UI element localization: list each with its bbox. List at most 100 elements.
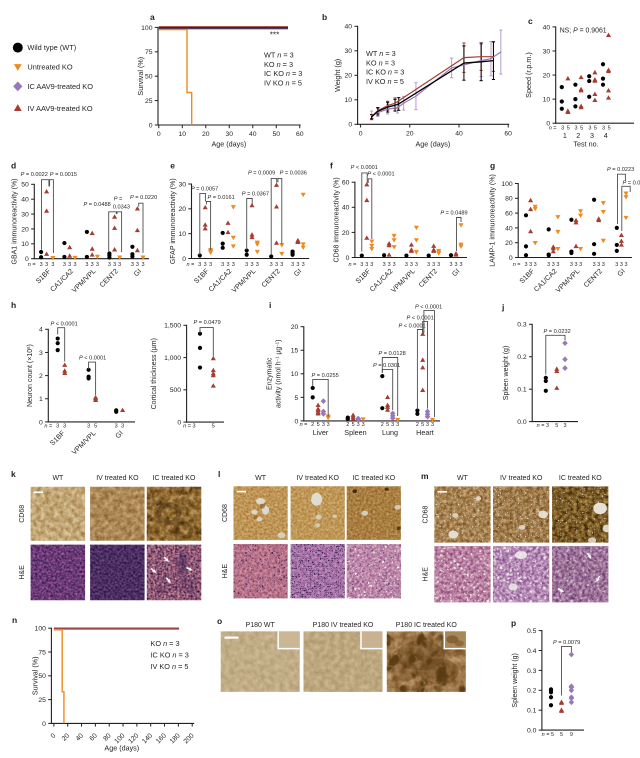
svg-text:3: 3 xyxy=(108,262,111,268)
svg-text:0: 0 xyxy=(39,419,43,426)
svg-text:GBA1 immunoreactivity (%): GBA1 immunoreactivity (%) xyxy=(11,179,18,265)
svg-text:g: g xyxy=(490,161,495,171)
svg-text:activity (nmol h−1 µg−1): activity (nmol h−1 µg−1) xyxy=(275,340,283,408)
svg-text:0: 0 xyxy=(295,418,299,425)
svg-text:P = 0.0367: P = 0.0367 xyxy=(242,191,269,197)
svg-text:CD68: CD68 xyxy=(423,505,430,523)
svg-text:3: 3 xyxy=(593,262,596,268)
svg-text:3: 3 xyxy=(574,262,577,268)
svg-text:0.2: 0.2 xyxy=(527,688,537,695)
svg-text:0: 0 xyxy=(149,122,153,129)
svg-text:3: 3 xyxy=(570,262,573,268)
svg-text:40: 40 xyxy=(543,24,551,31)
svg-text:3: 3 xyxy=(590,131,594,140)
svg-text:3: 3 xyxy=(615,262,618,268)
svg-text:60: 60 xyxy=(505,211,513,218)
svg-text:3: 3 xyxy=(602,126,605,132)
svg-text:25: 25 xyxy=(38,697,46,704)
svg-text:2: 2 xyxy=(381,422,384,428)
svg-text:3: 3 xyxy=(141,262,144,268)
svg-text:0.1: 0.1 xyxy=(517,387,527,394)
svg-text:GI: GI xyxy=(133,268,143,278)
svg-text:3: 3 xyxy=(529,262,532,268)
svg-text:LAMP-1 immunoreactivity (%): LAMP-1 immunoreactivity (%) xyxy=(490,174,497,267)
svg-text:P = 0.0015: P = 0.0015 xyxy=(50,172,77,178)
svg-text:3: 3 xyxy=(209,262,212,268)
svg-text:20: 20 xyxy=(21,226,29,233)
svg-text:5: 5 xyxy=(555,423,558,429)
svg-text:20: 20 xyxy=(202,131,210,138)
svg-text:30: 30 xyxy=(543,48,551,55)
svg-text:5: 5 xyxy=(317,422,320,428)
svg-text:P < 0.0001: P < 0.0001 xyxy=(415,305,442,311)
svg-text:P = 0.02: P = 0.02 xyxy=(623,180,640,186)
svg-text:5: 5 xyxy=(608,126,611,132)
svg-text:o: o xyxy=(217,616,222,626)
svg-text:Survival (%): Survival (%) xyxy=(31,656,40,695)
svg-text:2: 2 xyxy=(39,373,43,380)
svg-text:3: 3 xyxy=(547,262,550,268)
svg-text:20: 20 xyxy=(342,230,350,237)
svg-text:2: 2 xyxy=(576,131,580,140)
svg-text:20: 20 xyxy=(291,324,299,331)
svg-text:3: 3 xyxy=(362,422,365,428)
svg-text:3: 3 xyxy=(63,262,66,268)
svg-text:3: 3 xyxy=(51,262,54,268)
svg-text:40: 40 xyxy=(342,205,350,212)
svg-text:P180 WT: P180 WT xyxy=(246,622,276,629)
svg-text:3: 3 xyxy=(302,262,305,268)
svg-text:Age (days): Age (days) xyxy=(211,140,246,149)
svg-text:25: 25 xyxy=(145,98,153,105)
svg-text:3: 3 xyxy=(415,262,418,268)
svg-text:4: 4 xyxy=(604,131,608,140)
svg-text:h: h xyxy=(11,300,16,310)
svg-text:GI: GI xyxy=(115,430,125,440)
svg-text:Neuron count (×105): Neuron count (×105) xyxy=(26,344,34,407)
svg-text:3: 3 xyxy=(437,262,440,268)
svg-text:Age (days): Age (days) xyxy=(416,140,451,149)
svg-text:3: 3 xyxy=(256,262,259,268)
svg-text:3: 3 xyxy=(370,262,373,268)
svg-text:Wild type (WT): Wild type (WT) xyxy=(27,43,76,52)
svg-text:3: 3 xyxy=(87,424,90,430)
svg-text:5: 5 xyxy=(567,126,570,132)
svg-text:e: e xyxy=(170,161,175,171)
svg-text:2: 2 xyxy=(346,422,349,428)
svg-text:0: 0 xyxy=(348,122,352,129)
svg-text:3: 3 xyxy=(118,262,121,268)
svg-text:IV treated KO: IV treated KO xyxy=(96,475,139,482)
svg-text:Age (days): Age (days) xyxy=(104,744,139,753)
svg-text:10: 10 xyxy=(291,371,299,378)
svg-text:1,000: 1,000 xyxy=(164,355,181,362)
svg-text:n = 3: n = 3 xyxy=(183,424,195,430)
svg-text:3: 3 xyxy=(575,126,578,132)
svg-text:5: 5 xyxy=(295,395,299,402)
svg-text:0: 0 xyxy=(346,255,350,262)
svg-text:20: 20 xyxy=(61,732,71,742)
svg-text:GFAP immunoreactivity (%): GFAP immunoreactivity (%) xyxy=(170,178,177,264)
svg-text:P < 0.0001: P < 0.0001 xyxy=(367,172,394,178)
svg-text:20: 20 xyxy=(178,206,186,213)
svg-text:0.0: 0.0 xyxy=(527,728,537,735)
svg-text:KO n = 3: KO n = 3 xyxy=(366,58,395,67)
svg-text:n =: n = xyxy=(300,422,308,428)
svg-text:P = 0.0301: P = 0.0301 xyxy=(373,363,400,369)
svg-text:100: 100 xyxy=(141,25,153,32)
svg-text:3: 3 xyxy=(115,424,118,430)
svg-text:3: 3 xyxy=(91,262,94,268)
svg-text:P = 0.0479: P = 0.0479 xyxy=(194,320,221,326)
svg-text:P180 IC treated KO: P180 IC treated KO xyxy=(396,622,458,629)
svg-text:n =: n = xyxy=(186,262,194,268)
svg-text:3: 3 xyxy=(454,262,457,268)
svg-text:Untreated KO: Untreated KO xyxy=(27,62,72,71)
svg-text:3: 3 xyxy=(620,262,623,268)
svg-text:Spleen: Spleen xyxy=(344,428,366,437)
svg-text:3: 3 xyxy=(68,262,71,268)
svg-text:IV KO n = 5: IV KO n = 5 xyxy=(366,77,404,86)
svg-text:30: 30 xyxy=(178,181,186,188)
svg-text:80: 80 xyxy=(505,196,513,203)
svg-text:0.1: 0.1 xyxy=(527,708,537,715)
svg-text:P180 IV treated KO: P180 IV treated KO xyxy=(313,622,374,629)
svg-text:40: 40 xyxy=(75,732,85,742)
svg-text:3: 3 xyxy=(232,262,235,268)
